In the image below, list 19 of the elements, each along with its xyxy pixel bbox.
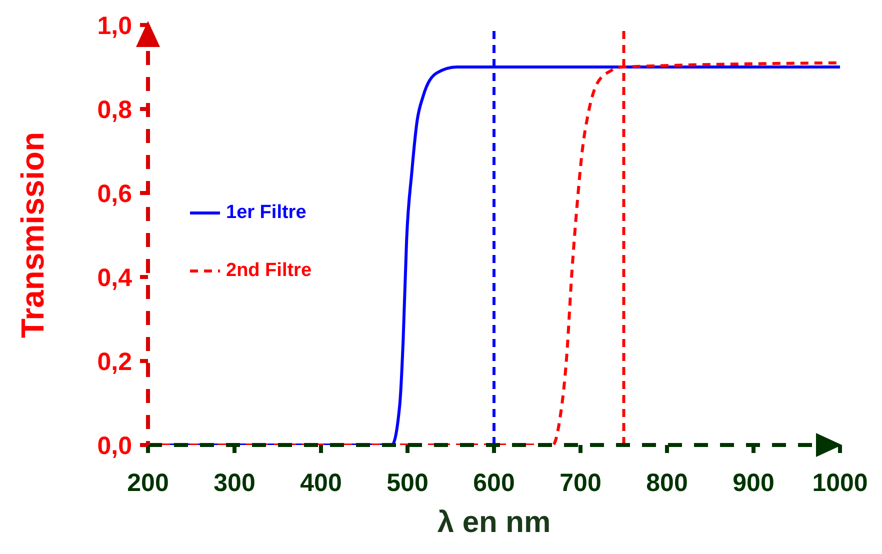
legend-label: 2nd Filtre [226,260,312,282]
y-axis-title: Transmission [14,132,50,338]
x-tick-label: 900 [732,468,774,497]
x-tick-label: 1000 [812,468,868,497]
legend-label: 1er Filtre [226,202,306,224]
y-tick-label: 0,0 [97,432,132,460]
x-tick-label: 200 [127,468,169,497]
y-tick-label: 0,8 [97,96,132,124]
x-tick-label: 500 [386,468,428,497]
x-tick-label: 700 [560,468,602,497]
x-axis-title: λ en nm [437,506,551,539]
y-tick-label: 1,0 [97,12,132,40]
y-tick-label: 0,4 [97,264,132,292]
x-tick-label: 800 [646,468,688,497]
x-tick-label: 300 [214,468,256,497]
y-tick-label: 0,2 [97,348,132,376]
y-tick-label: 0,6 [97,180,132,208]
x-tick-label: 600 [473,468,515,497]
x-tick-label: 400 [300,468,342,497]
